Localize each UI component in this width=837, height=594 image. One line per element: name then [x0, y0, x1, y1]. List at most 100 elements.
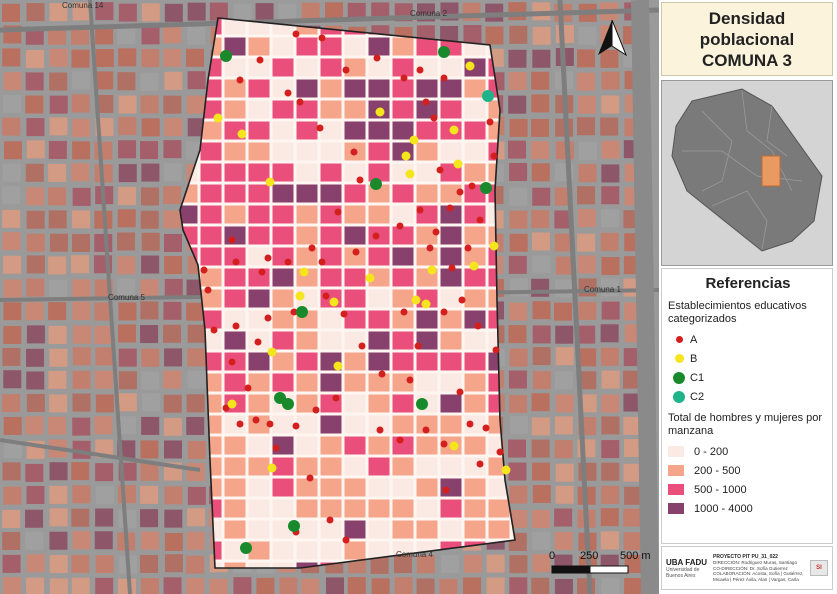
- school-marker-icon: [668, 336, 690, 343]
- project-code: PROYECTO PIT PU_31_022: [713, 553, 778, 560]
- school-point-a: [264, 314, 272, 322]
- school-point-a: [326, 516, 334, 524]
- school-point-a: [468, 182, 476, 190]
- scale-bar: 0 250 500 m: [549, 550, 651, 574]
- school-point-b: [365, 273, 375, 283]
- institution-mark-icon: SI: [810, 560, 828, 576]
- school-point-b: [465, 61, 475, 71]
- school-point-b: [449, 441, 459, 451]
- school-point-a: [448, 264, 456, 272]
- school-point-a: [486, 118, 494, 126]
- legend-panel: Referencias Establecimientos educativos …: [661, 268, 833, 544]
- school-point-a: [258, 268, 266, 276]
- school-point-a: [312, 406, 320, 414]
- school-point-a: [352, 248, 360, 256]
- school-point-a: [318, 34, 326, 42]
- school-point-a: [200, 266, 208, 274]
- school-point-a: [400, 308, 408, 316]
- school-point-b: [449, 125, 459, 135]
- legend-density-label: 200 - 500: [694, 464, 741, 477]
- school-point-b: [401, 151, 411, 161]
- schools-heading: Establecimientos educativos categorizado…: [668, 300, 807, 325]
- school-point-a: [426, 244, 434, 252]
- legend-school-a: A: [668, 330, 828, 349]
- school-point-a: [456, 388, 464, 396]
- school-point-a: [322, 292, 330, 300]
- legend-density-label: 0 - 200: [694, 445, 729, 458]
- legend-school-c2: C2: [668, 387, 828, 406]
- school-point-a: [422, 426, 430, 434]
- legend-density-class: 500 - 1000: [668, 480, 828, 499]
- school-point-c1: [282, 398, 294, 410]
- school-point-b: [299, 267, 309, 277]
- schools-legend: A B C1 C2: [668, 330, 828, 406]
- credits-footer: UBA FADU Universidad de Buenos Aires PRO…: [661, 546, 833, 590]
- school-point-a: [228, 358, 236, 366]
- label-comuna-2: Comuna 2: [410, 9, 447, 18]
- title-line-3: COMUNA 3: [701, 50, 793, 70]
- school-point-a: [414, 342, 422, 350]
- school-point-a: [440, 308, 448, 316]
- school-point-a: [254, 338, 262, 346]
- school-point-a: [350, 148, 358, 156]
- scale-tick-250: 250: [580, 550, 598, 562]
- label-comuna-14: Comuna 14: [62, 1, 104, 10]
- school-point-a: [292, 422, 300, 430]
- school-point-a: [496, 448, 504, 456]
- school-point-a: [292, 30, 300, 38]
- comuna-3-blocks: [180, 18, 515, 568]
- school-point-a: [396, 436, 404, 444]
- density-heading: Total de hombres y mujeres por manzana: [668, 412, 823, 437]
- legend-school-label: C2: [690, 390, 705, 403]
- school-point-a: [482, 424, 490, 432]
- legend-density-class: 200 - 500: [668, 461, 828, 480]
- school-point-b: [489, 241, 499, 251]
- legend-title: Referencias: [705, 275, 791, 292]
- school-point-b: [405, 169, 415, 179]
- density-map[interactable]: Comuna 2 Comuna 14 Comuna 5 Comuna 1 Com…: [0, 0, 659, 594]
- school-point-a: [296, 98, 304, 106]
- school-point-b: [409, 135, 419, 145]
- school-point-c2: [482, 90, 494, 102]
- legend-school-label: A: [690, 333, 698, 346]
- school-point-a: [290, 308, 298, 316]
- school-point-c1: [288, 520, 300, 532]
- school-point-b: [453, 159, 463, 169]
- label-comuna-1: Comuna 1: [584, 285, 621, 294]
- school-point-a: [334, 208, 342, 216]
- school-marker-icon: [668, 354, 690, 363]
- label-comuna-5: Comuna 5: [108, 293, 145, 302]
- school-point-a: [490, 152, 498, 160]
- school-point-c1: [480, 182, 492, 194]
- school-point-a: [416, 66, 424, 74]
- school-point-a: [372, 232, 380, 240]
- map-title: Densidad poblacional COMUNA 3: [661, 2, 833, 76]
- school-point-a: [456, 188, 464, 196]
- school-point-a: [256, 56, 264, 64]
- school-point-a: [332, 394, 340, 402]
- legend-density-label: 1000 - 4000: [694, 502, 753, 515]
- school-point-a: [406, 376, 414, 384]
- school-point-a: [464, 244, 472, 252]
- legend-school-label: B: [690, 352, 698, 365]
- school-point-b: [267, 347, 277, 357]
- label-comuna-4: Comuna 4: [396, 550, 433, 559]
- title-line-2: poblacional: [699, 29, 795, 49]
- north-arrow-icon: [598, 19, 628, 57]
- school-point-a: [492, 346, 500, 354]
- school-point-c1: [438, 46, 450, 58]
- school-point-a: [476, 216, 484, 224]
- school-point-a: [266, 420, 274, 428]
- school-point-b: [265, 177, 275, 187]
- school-point-a: [252, 416, 260, 424]
- legend-density-label: 500 - 1000: [694, 483, 747, 496]
- locator-inset-map: [661, 80, 833, 266]
- school-point-a: [306, 474, 314, 482]
- logo-subtext: Universidad de Buenos Aires: [666, 566, 700, 579]
- legend-density-class: 1000 - 4000: [668, 499, 828, 518]
- school-point-a: [378, 370, 386, 378]
- school-point-a: [228, 236, 236, 244]
- school-point-a: [430, 114, 438, 122]
- school-point-a: [232, 258, 240, 266]
- school-point-a: [440, 440, 448, 448]
